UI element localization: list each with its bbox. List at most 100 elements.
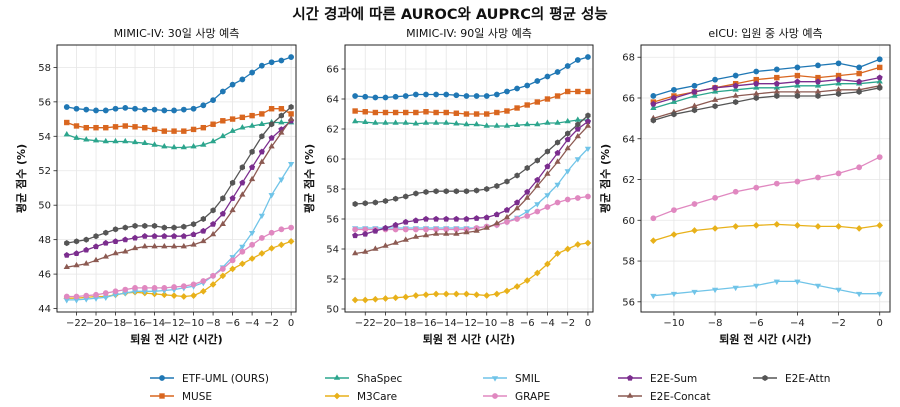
data-point	[575, 88, 581, 95]
data-point	[544, 73, 551, 80]
grid	[641, 45, 890, 312]
data-point	[351, 296, 359, 304]
data-point	[170, 143, 178, 150]
data-point	[473, 120, 480, 127]
data-point	[585, 112, 591, 119]
x-tick-label: −22	[66, 318, 87, 329]
data-point	[463, 228, 470, 235]
data-point	[453, 215, 460, 222]
data-point	[711, 287, 719, 294]
data-point	[248, 175, 256, 182]
data-point	[63, 130, 70, 137]
data-point	[554, 199, 561, 206]
y-tick-label: 60	[326, 155, 339, 166]
data-point	[181, 223, 187, 230]
x-tick-label: −22	[355, 318, 376, 329]
data-point	[524, 213, 531, 219]
data-point	[392, 119, 399, 125]
data-point	[650, 237, 657, 244]
data-point	[268, 121, 275, 128]
data-point	[248, 230, 256, 237]
x-axis-label: 퇴원 전 시간 (시간)	[719, 332, 811, 346]
data-point	[711, 88, 719, 94]
data-point	[856, 291, 863, 298]
data-point	[83, 236, 89, 243]
data-point	[463, 111, 470, 117]
data-point	[249, 112, 255, 119]
data-point	[443, 91, 450, 98]
data-point	[83, 106, 90, 113]
data-point	[278, 118, 285, 125]
series-line	[653, 87, 880, 122]
data-point	[774, 92, 780, 100]
data-point	[670, 291, 678, 298]
data-point	[671, 111, 677, 118]
data-point	[93, 107, 99, 114]
x-axis-label: 퇴원 전 시간 (시간)	[423, 332, 515, 346]
data-point	[73, 134, 80, 140]
data-point	[554, 149, 561, 156]
data-point	[249, 148, 255, 155]
data-point	[64, 119, 70, 126]
data-point	[773, 80, 780, 87]
data-point	[161, 128, 168, 134]
data-point	[524, 209, 531, 216]
x-tick-label: −16	[124, 318, 145, 329]
data-point	[258, 120, 265, 127]
legend-label: SMIL	[515, 373, 540, 385]
data-point	[753, 283, 760, 290]
y-tick-label: 58	[326, 185, 339, 196]
data-point	[73, 293, 80, 300]
data-point	[190, 241, 197, 247]
data-point	[732, 285, 739, 292]
data-point	[180, 143, 187, 150]
data-point	[534, 269, 541, 277]
y-tick-label: 66	[326, 65, 339, 76]
data-point	[210, 272, 216, 279]
data-point	[64, 240, 70, 247]
data-point	[732, 72, 739, 79]
data-point	[132, 105, 138, 112]
data-point	[259, 111, 265, 117]
x-tick-label: 0	[585, 318, 591, 329]
data-point	[774, 74, 780, 81]
legend-marker	[626, 374, 634, 381]
data-point	[141, 106, 148, 113]
data-point	[671, 86, 677, 93]
data-point	[93, 233, 99, 240]
data-point	[671, 207, 677, 213]
data-point	[514, 199, 521, 206]
data-point	[473, 215, 480, 221]
data-point	[514, 172, 520, 179]
data-point	[112, 137, 119, 144]
data-point	[200, 278, 207, 284]
data-point	[288, 224, 295, 231]
data-point	[564, 196, 571, 203]
plot-frame	[640, 44, 891, 313]
y-tick-label: 68	[622, 53, 635, 64]
data-point	[554, 93, 561, 99]
legend-item: ETF-UML (OURS)	[150, 373, 269, 385]
data-point	[584, 122, 592, 128]
data-point	[584, 239, 592, 247]
data-point	[794, 82, 801, 88]
data-point	[288, 54, 295, 60]
x-tick-label: 0	[288, 318, 294, 329]
series-line	[355, 119, 588, 127]
x-tick-label: 0	[877, 318, 883, 329]
data-point	[794, 178, 801, 185]
data-point	[190, 281, 197, 288]
series-shaspec	[63, 118, 295, 150]
series-etf-uml-ours-	[650, 56, 883, 99]
legend-marker	[333, 374, 341, 380]
y-axis-label: 평균 점수 (%)	[598, 144, 612, 213]
data-point	[288, 162, 295, 168]
data-point	[835, 76, 842, 83]
data-point	[210, 207, 216, 214]
legend-marker	[491, 376, 499, 382]
data-point	[412, 226, 419, 233]
data-point	[161, 224, 167, 231]
legend-label: E2E-Sum	[650, 373, 697, 385]
panel-title: MIMIC-IV: 30일 사망 예측	[114, 26, 240, 40]
data-point	[493, 122, 500, 128]
